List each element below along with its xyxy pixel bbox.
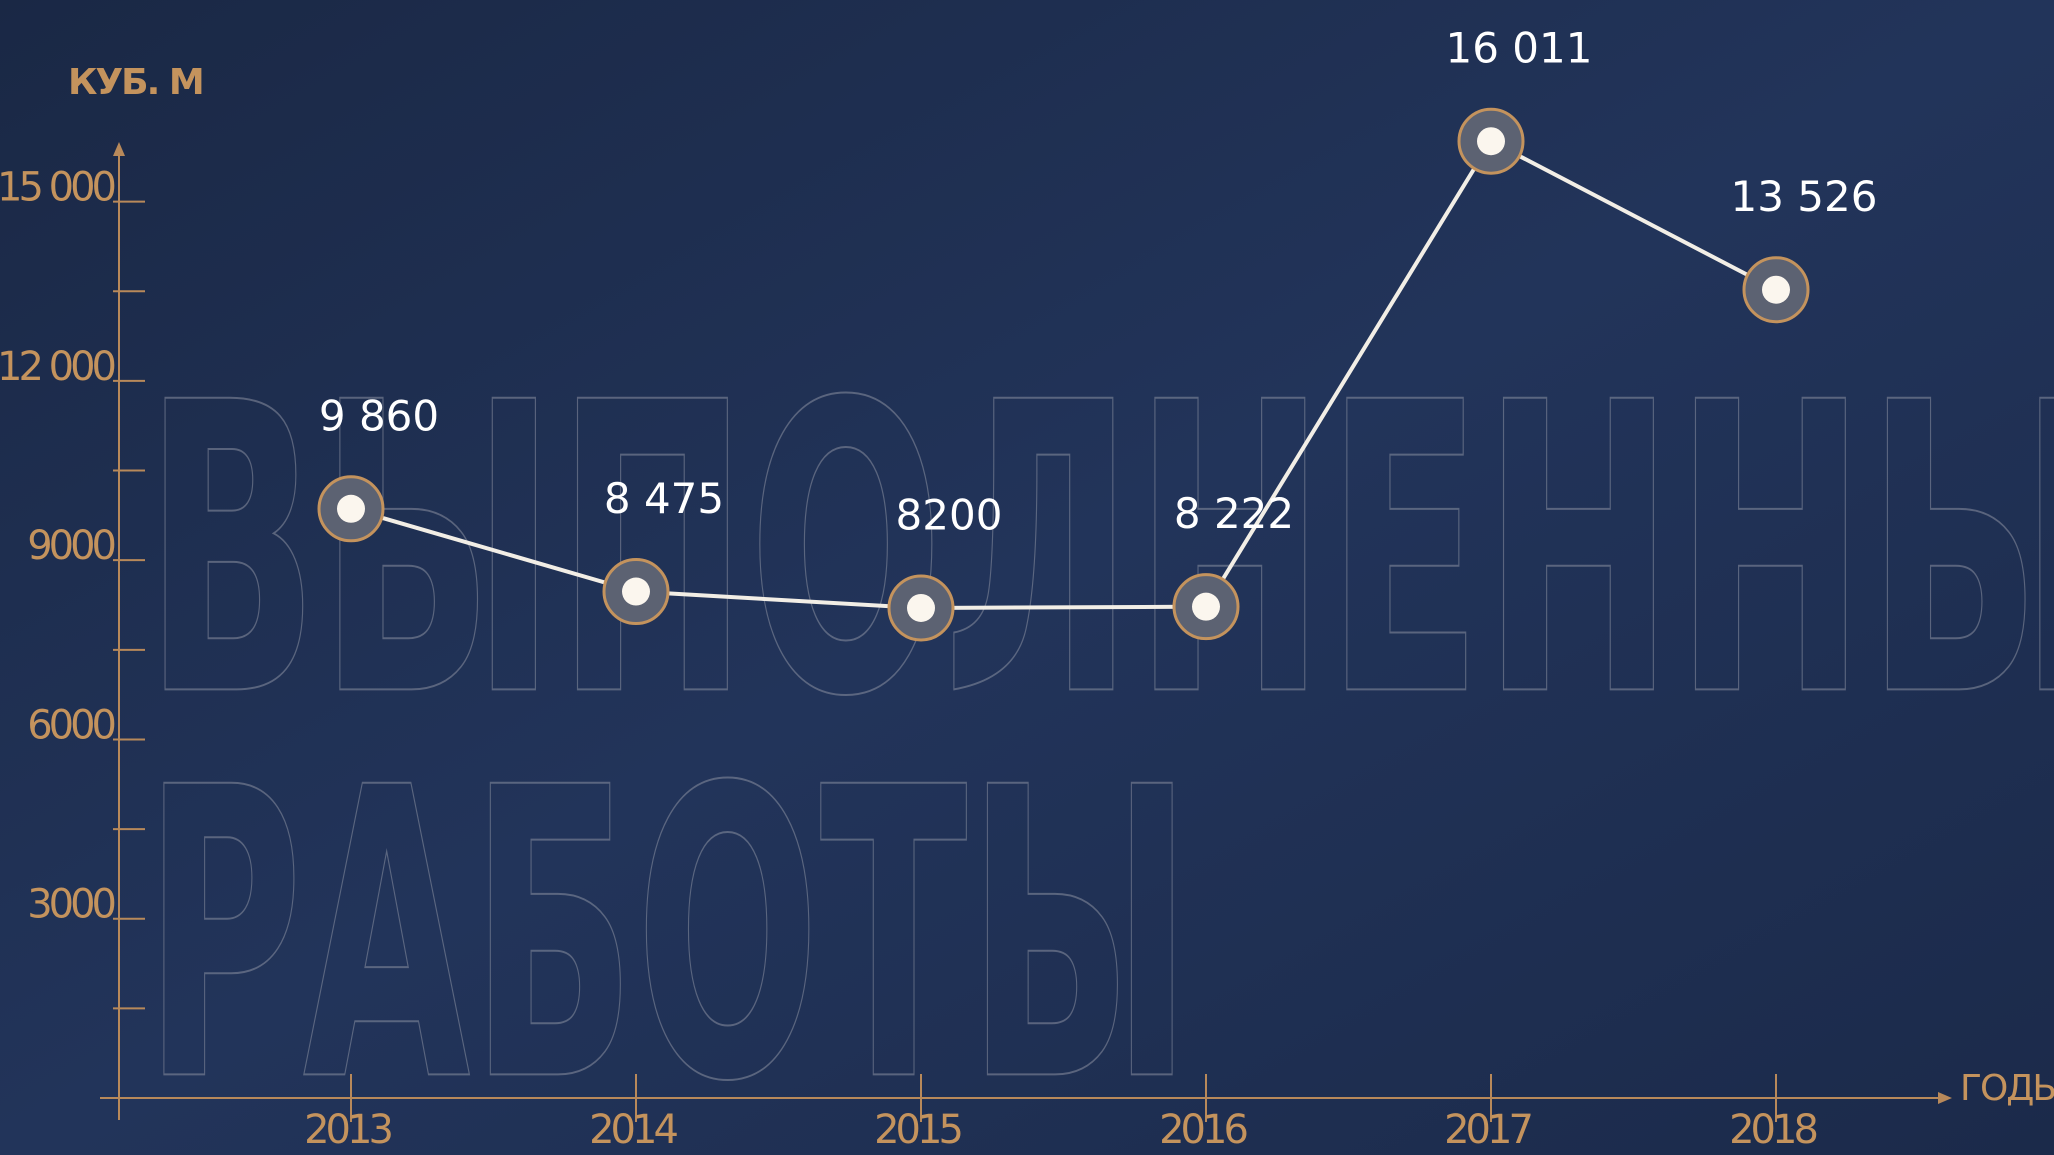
y-tick-label: 9000 <box>27 523 114 569</box>
point-center <box>907 594 935 622</box>
point-center <box>1192 593 1220 621</box>
x-tick-label: 2017 <box>1444 1107 1531 1153</box>
y-tick-label: 15 000 <box>0 165 115 211</box>
x-tick-label: 2013 <box>304 1107 391 1153</box>
x-tick-label: 2015 <box>874 1107 960 1153</box>
data-label: 16 011 <box>1446 24 1593 73</box>
point-center <box>622 578 650 606</box>
point-center <box>337 495 365 523</box>
y-tick-label: 6000 <box>27 702 114 748</box>
data-label: 13 526 <box>1731 172 1878 221</box>
x-axis-label: ГОДЫ <box>1960 1068 2054 1109</box>
data-label: 8 475 <box>604 474 724 523</box>
y-axis-label: КУБ. М <box>68 62 203 103</box>
x-tick-label: 2014 <box>589 1107 677 1153</box>
x-tick-label: 2016 <box>1159 1107 1246 1153</box>
data-label: 9 860 <box>319 391 439 440</box>
point-center <box>1477 127 1505 155</box>
data-label: 8 222 <box>1174 489 1294 538</box>
data-label: 8200 <box>896 490 1003 539</box>
background-text: РАБОТЫ <box>144 704 1192 1155</box>
point-center <box>1762 276 1790 304</box>
y-tick-label: 12 000 <box>0 344 115 390</box>
chart: ВЫПОЛНЕННЫ РАБОТЫ КУБ. М ГОДЫ 3000600090… <box>0 0 2054 1155</box>
x-tick-label: 2018 <box>1729 1107 1816 1153</box>
y-tick-label: 3000 <box>27 882 114 928</box>
